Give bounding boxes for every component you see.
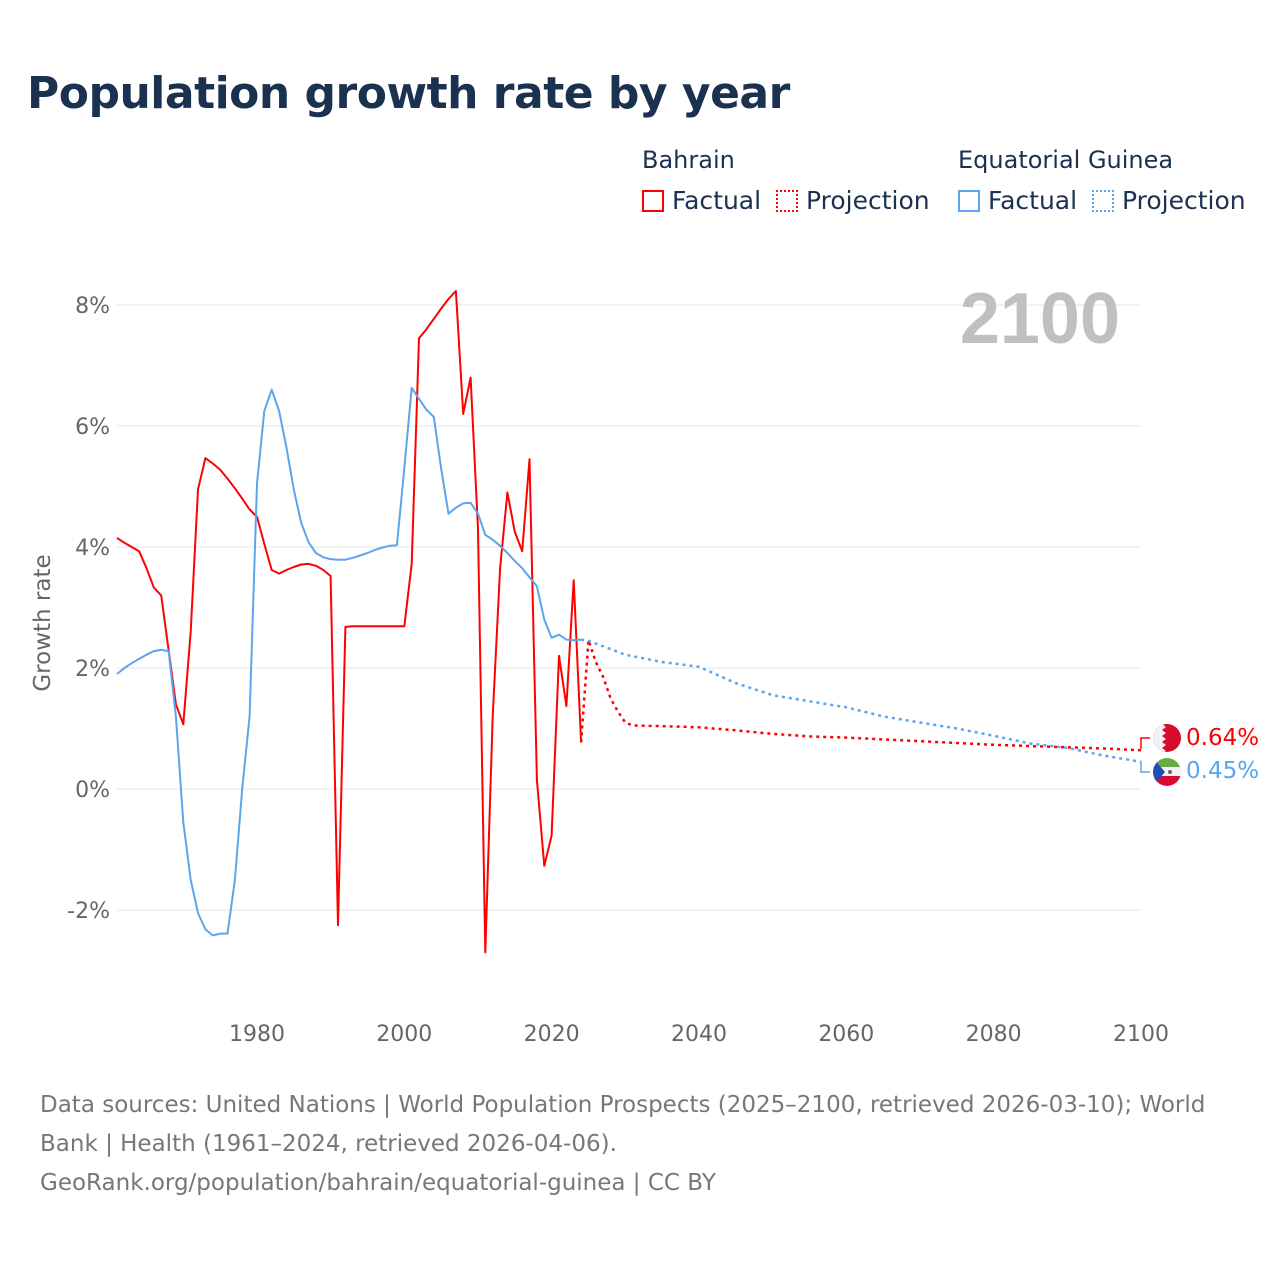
y-tick-label: 6%	[75, 415, 110, 440]
legend-swatch-solid-icon	[642, 189, 664, 212]
x-tick-label: 2020	[524, 1022, 580, 1047]
series-line-equatorial-guinea-factual[interactable]	[116, 386, 582, 937]
series-line-bahrain-projection[interactable]	[579, 638, 1142, 752]
bahrain-flag-icon	[1153, 724, 1181, 752]
y-axis-label: Growth rate	[30, 554, 56, 691]
series-line-equatorial-guinea-projection[interactable]	[580, 638, 1142, 764]
year-badge: 2100	[960, 279, 1120, 359]
legend-group-bahrain: Bahrain	[642, 146, 735, 174]
end-label-equatorial-guinea: 0.45%	[1186, 758, 1259, 784]
end-label-bahrain: 0.64%	[1186, 725, 1259, 751]
x-tick-label: 2100	[1113, 1022, 1169, 1047]
x-tick-label: 2040	[671, 1022, 727, 1047]
data-sources: Data sources: United Nations | World Pop…	[40, 1092, 1206, 1157]
legend-label: Projection	[806, 186, 930, 215]
x-tick-label: 2000	[376, 1022, 432, 1047]
x-tick-label: 2060	[818, 1022, 874, 1047]
chart-title: Population growth rate by year	[27, 68, 790, 119]
legend-swatch-dotted-icon	[1092, 189, 1114, 212]
y-tick-label: 0%	[75, 778, 110, 803]
legend-equatorial-guinea-projection[interactable]: Projection	[1092, 186, 1246, 215]
legend-label: Factual	[988, 186, 1078, 215]
x-tick-label: 1980	[229, 1022, 285, 1047]
connector-equatorial-guinea	[1140, 762, 1150, 773]
equatorial-guinea-flag-icon	[1153, 758, 1181, 786]
legend-bahrain-factual[interactable]: Factual	[642, 186, 761, 215]
y-tick-label: -2%	[67, 899, 110, 924]
y-tick-label: 2%	[75, 657, 110, 682]
y-tick-label: 4%	[75, 536, 110, 561]
series-line-bahrain-factual[interactable]	[116, 290, 583, 954]
y-tick-label: 8%	[75, 294, 110, 319]
legend-bahrain-projection[interactable]: Projection	[776, 186, 930, 215]
credit-link[interactable]: GeoRank.org/population/bahrain/equatoria…	[40, 1170, 716, 1196]
connector-bahrain	[1140, 737, 1150, 749]
x-tick-label: 2080	[966, 1022, 1022, 1047]
footer: Data sources: United Nations | World Pop…	[40, 1086, 1240, 1203]
legend-swatch-solid-icon	[958, 189, 980, 212]
legend-group-equatorial-guinea: Equatorial Guinea	[958, 146, 1174, 174]
legend-label: Factual	[672, 186, 762, 215]
legend-label: Projection	[1122, 186, 1246, 215]
legend-equatorial-guinea-factual[interactable]: Factual	[958, 186, 1077, 215]
legend-swatch-dotted-icon	[776, 189, 798, 212]
